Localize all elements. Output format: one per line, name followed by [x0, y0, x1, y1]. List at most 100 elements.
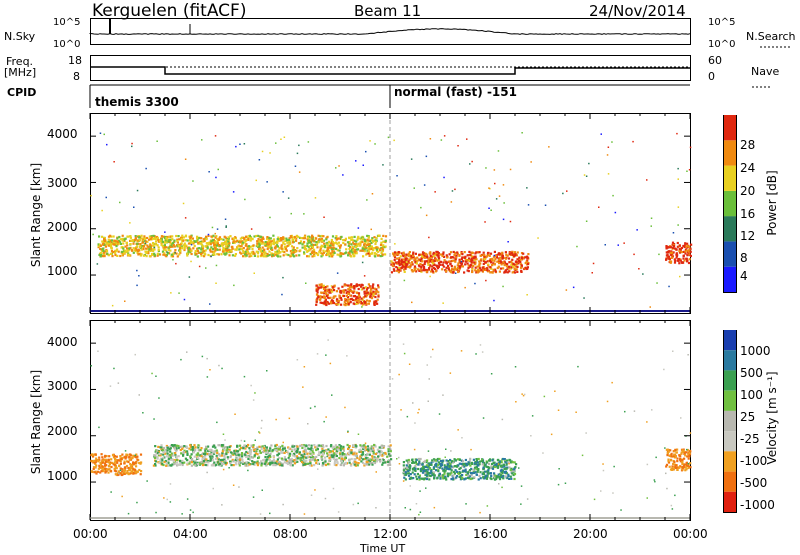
power-cell — [347, 288, 349, 290]
velocity-cell — [194, 462, 196, 464]
velocity-cell-speckle — [255, 440, 257, 442]
power-cell — [303, 241, 305, 243]
power-cell — [152, 248, 154, 250]
power-cell — [474, 269, 476, 271]
power-cell — [330, 252, 332, 254]
velocity-cell-speckle — [427, 364, 429, 366]
velocity-cell-speckle — [135, 354, 137, 356]
power-cell — [670, 262, 672, 264]
velocity-cell — [203, 460, 205, 462]
power-cell-speckle — [199, 266, 201, 268]
velocity-cell — [262, 445, 264, 447]
power-cell — [268, 250, 270, 252]
power-cell — [385, 246, 387, 248]
velocity-cell-speckle — [396, 458, 398, 460]
velocity-cell — [168, 458, 170, 460]
power-cell — [464, 256, 466, 258]
power-cell — [354, 251, 356, 253]
power-cell — [283, 254, 285, 256]
power-cell — [464, 251, 466, 253]
velocity-cell-speckle — [434, 507, 436, 509]
power-cell — [670, 252, 672, 254]
velocity-cell — [687, 467, 689, 469]
power-cell — [499, 271, 501, 273]
velocity-cell — [309, 464, 311, 466]
velocity-cell-speckle — [527, 498, 529, 500]
velocity-cell — [195, 460, 197, 462]
velocity-cell — [373, 458, 375, 460]
power-cell — [311, 252, 313, 254]
velocity-cell — [405, 471, 407, 473]
power-cell — [208, 243, 210, 245]
velocity-cell — [120, 463, 122, 465]
power-cell-speckle — [678, 206, 680, 208]
power-cell — [222, 239, 224, 241]
velocity-cell — [154, 457, 156, 459]
velocity-cell — [478, 478, 480, 480]
velocity-cell — [264, 456, 266, 458]
power-cell-speckle — [651, 225, 653, 227]
power-cell — [326, 295, 328, 297]
velocity-cell-speckle — [209, 369, 211, 371]
velocity-cell — [120, 467, 122, 469]
velocity-cell — [666, 454, 668, 456]
velocity-cell — [239, 459, 241, 461]
power-cell-speckle — [443, 177, 445, 179]
power-cell-speckle — [411, 302, 413, 304]
power-cell — [449, 263, 451, 265]
velocity-cell — [476, 474, 478, 476]
power-cell — [451, 268, 453, 270]
power-cell — [188, 247, 190, 249]
power-cell — [353, 255, 355, 257]
power-cell — [242, 242, 244, 244]
velocity-cell — [197, 444, 199, 446]
power-cell — [471, 261, 473, 263]
power-cell — [225, 241, 227, 243]
velocity-cell — [291, 446, 293, 448]
power-cell — [277, 238, 279, 240]
velocity-cell — [494, 466, 496, 468]
velocity-cell — [679, 455, 681, 457]
power-cell-speckle — [92, 234, 94, 236]
power-cell — [445, 270, 447, 272]
velocity-cell — [285, 459, 287, 461]
velocity-cell — [514, 473, 516, 475]
power-cell — [442, 261, 444, 263]
velocity-cell — [322, 444, 324, 446]
power-cell — [437, 267, 439, 269]
power-cell — [677, 242, 679, 244]
power-cell — [315, 241, 317, 243]
velocity-cell — [297, 448, 299, 450]
power-cell-speckle — [113, 161, 115, 163]
power-cell — [101, 240, 103, 242]
power-cell — [344, 298, 346, 300]
velocity-cell-speckle — [289, 418, 291, 420]
power-cell-speckle — [611, 141, 613, 143]
velocity-cell-speckle — [307, 423, 309, 425]
power-cell-speckle — [496, 198, 498, 200]
power-cell-speckle — [288, 197, 290, 199]
velocity-cell — [280, 452, 282, 454]
velocity-cell — [173, 463, 175, 465]
power-cell — [164, 242, 166, 244]
velocity-cell — [454, 465, 456, 467]
power-cell — [406, 264, 408, 266]
power-cell — [316, 246, 318, 248]
power-cell — [306, 255, 308, 257]
velocity-cell-speckle — [515, 401, 517, 403]
power-cell — [374, 296, 376, 298]
power-cell — [468, 251, 470, 253]
velocity-cell — [408, 459, 410, 461]
power-cell — [433, 255, 435, 257]
power-cell-speckle — [502, 286, 504, 288]
power-cell — [351, 239, 353, 241]
velocity-cell-speckle — [275, 419, 277, 421]
power-cell-speckle — [503, 184, 505, 186]
velocity-cell-speckle — [428, 450, 430, 452]
power-cell — [113, 235, 115, 237]
power-cell — [159, 240, 161, 242]
velocity-cell — [267, 456, 269, 458]
power-cell — [324, 245, 326, 247]
velocity-cell-speckle — [491, 373, 493, 375]
power-cell — [367, 292, 369, 294]
